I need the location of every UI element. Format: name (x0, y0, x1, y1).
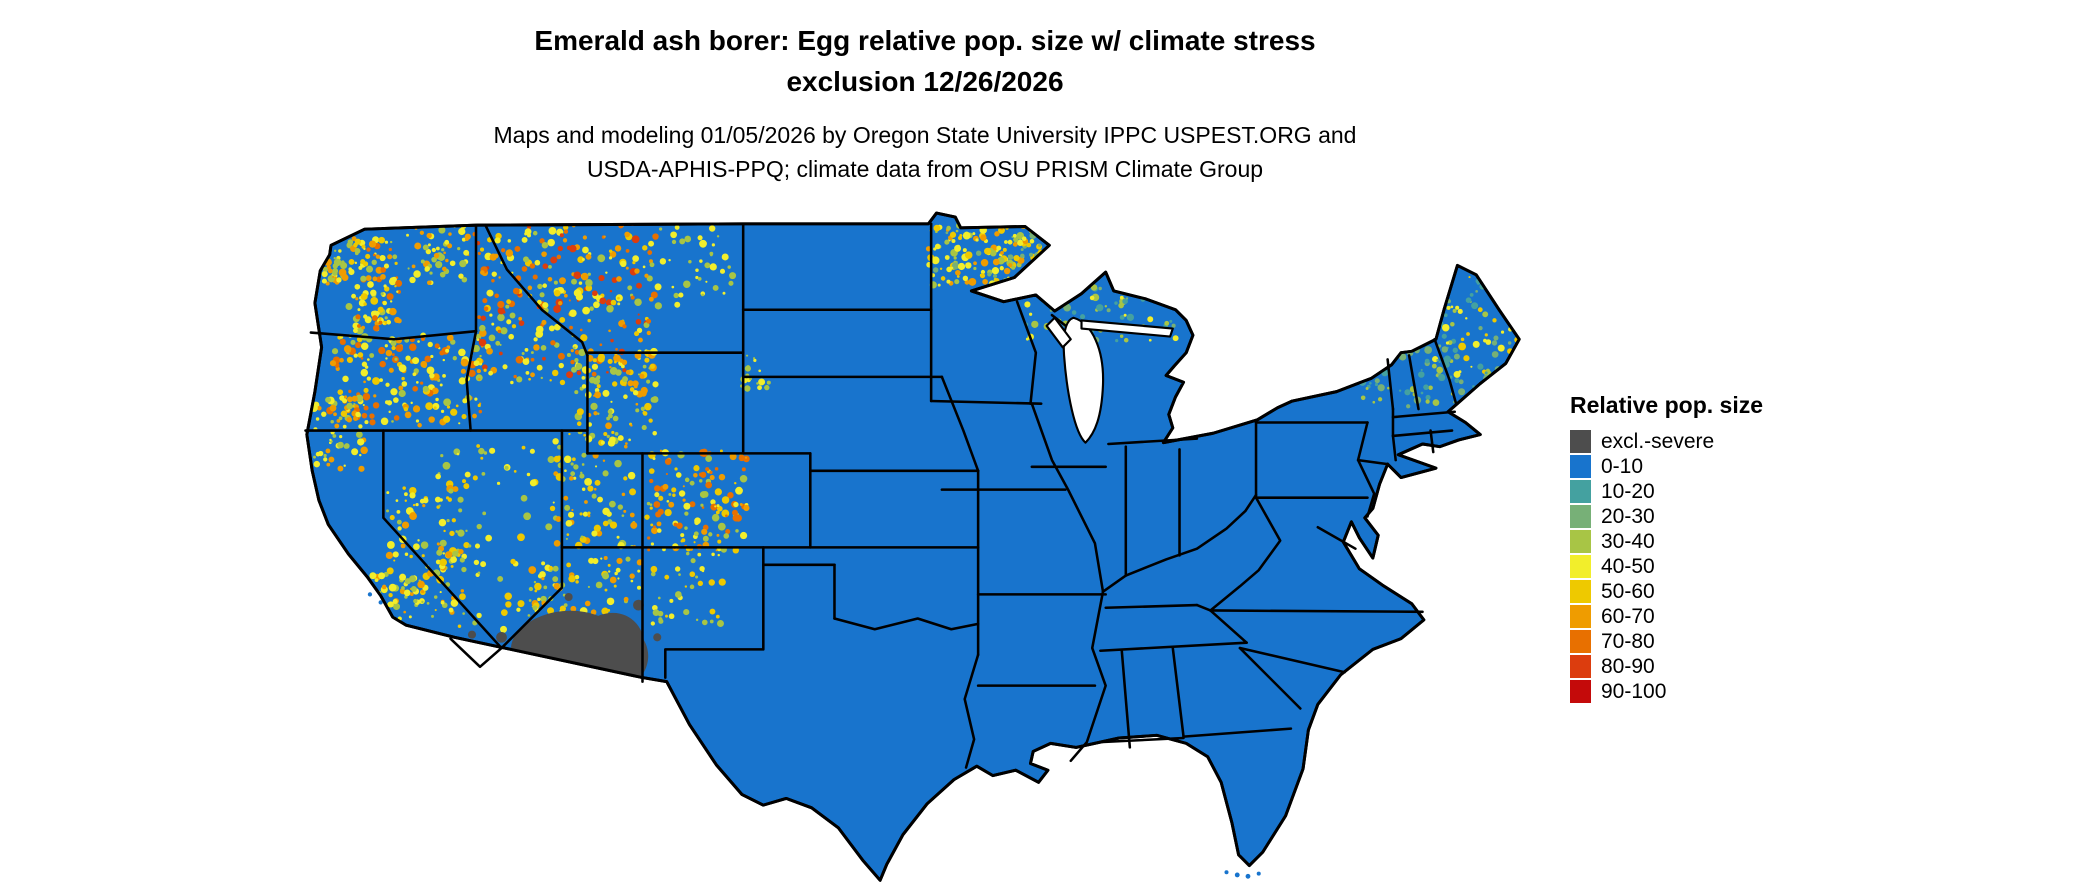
legend-swatch (1570, 680, 1591, 703)
legend-entries: excl.-severe 0-10 10-20 20-30 30-40 40-50 50-6… (1570, 429, 1763, 704)
exclusion-speck (653, 633, 662, 642)
us-outline-stroke (305, 211, 1521, 882)
legend-entry: 10-20 (1570, 479, 1763, 504)
legend-swatch (1570, 555, 1591, 578)
islands (367, 592, 1261, 879)
legend-title: Relative pop. size (1570, 392, 1764, 418)
map-title: Emerald ash borer: Egg relative pop. siz… (0, 20, 1850, 102)
legend-label: 90-100 (1601, 679, 1667, 703)
legend-label: 80-90 (1601, 654, 1655, 678)
legend-swatch (1570, 505, 1591, 528)
legend-label: excl.-severe (1601, 429, 1715, 453)
legend-entry: 50-60 (1570, 579, 1763, 604)
legend-entry: 40-50 (1570, 554, 1763, 579)
legend-label: 70-80 (1601, 629, 1655, 653)
legend-swatch (1570, 630, 1591, 653)
map-subtitle-line2: USDA-APHIS-PPQ; climate data from OSU PR… (586, 156, 1264, 182)
exclusion-speck (496, 631, 507, 643)
legend-swatch (1570, 605, 1591, 628)
legend-swatch (1570, 655, 1591, 678)
legend-label: 60-70 (1601, 604, 1655, 628)
legend-swatch (1570, 480, 1591, 503)
legend-label: 20-30 (1601, 504, 1655, 528)
legend-swatch (1570, 580, 1591, 603)
island-florida-keys (1245, 873, 1251, 879)
title-block: Emerald ash borer: Egg relative pop. siz… (0, 20, 1850, 186)
map-subtitle-line1: Maps and modeling 01/05/2026 by Oregon S… (493, 122, 1357, 148)
island-florida-keys (1256, 871, 1261, 876)
legend-label: 50-60 (1601, 579, 1655, 603)
legend-entry: 20-30 (1570, 504, 1763, 529)
us-map (304, 211, 1521, 882)
exclusion-speck (467, 630, 477, 639)
state-borders (304, 222, 1458, 769)
legend-entry: 70-80 (1570, 629, 1763, 654)
legend-swatch (1570, 455, 1591, 478)
legend-entry: 0-10 (1570, 454, 1763, 479)
legend-entry: 30-40 (1570, 529, 1763, 554)
exclusion-speck (564, 593, 573, 602)
map-subtitle: Maps and modeling 01/05/2026 by Oregon S… (0, 118, 1850, 186)
legend-entry: excl.-severe (1570, 429, 1763, 454)
legend-swatch (1570, 530, 1591, 553)
legend-entry: 60-70 (1570, 604, 1763, 629)
mackinac-strait (1080, 319, 1174, 338)
legend-swatch (1570, 430, 1591, 453)
map-title-line2: exclusion 12/26/2026 (786, 66, 1064, 97)
island-florida-keys (1234, 872, 1240, 878)
legend-entry: 90-100 (1570, 679, 1763, 704)
island-channel (378, 600, 383, 605)
island-channel (367, 592, 373, 597)
green-bay (1045, 316, 1072, 349)
island-florida-keys (1224, 870, 1229, 875)
legend-label: 30-40 (1601, 529, 1655, 553)
map-title-line1: Emerald ash borer: Egg relative pop. siz… (534, 25, 1316, 56)
legend: Relative pop. size excl.-severe 0-10 10-20… (1570, 392, 1763, 704)
exclusion-blob-arizona (510, 610, 649, 691)
legend-label: 10-20 (1601, 479, 1655, 503)
legend-label: 0-10 (1601, 454, 1644, 478)
legend-label: 40-50 (1601, 554, 1655, 578)
legend-entry: 80-90 (1570, 654, 1763, 679)
exclusion-speck (633, 599, 644, 611)
great-lakes (1045, 316, 1174, 444)
